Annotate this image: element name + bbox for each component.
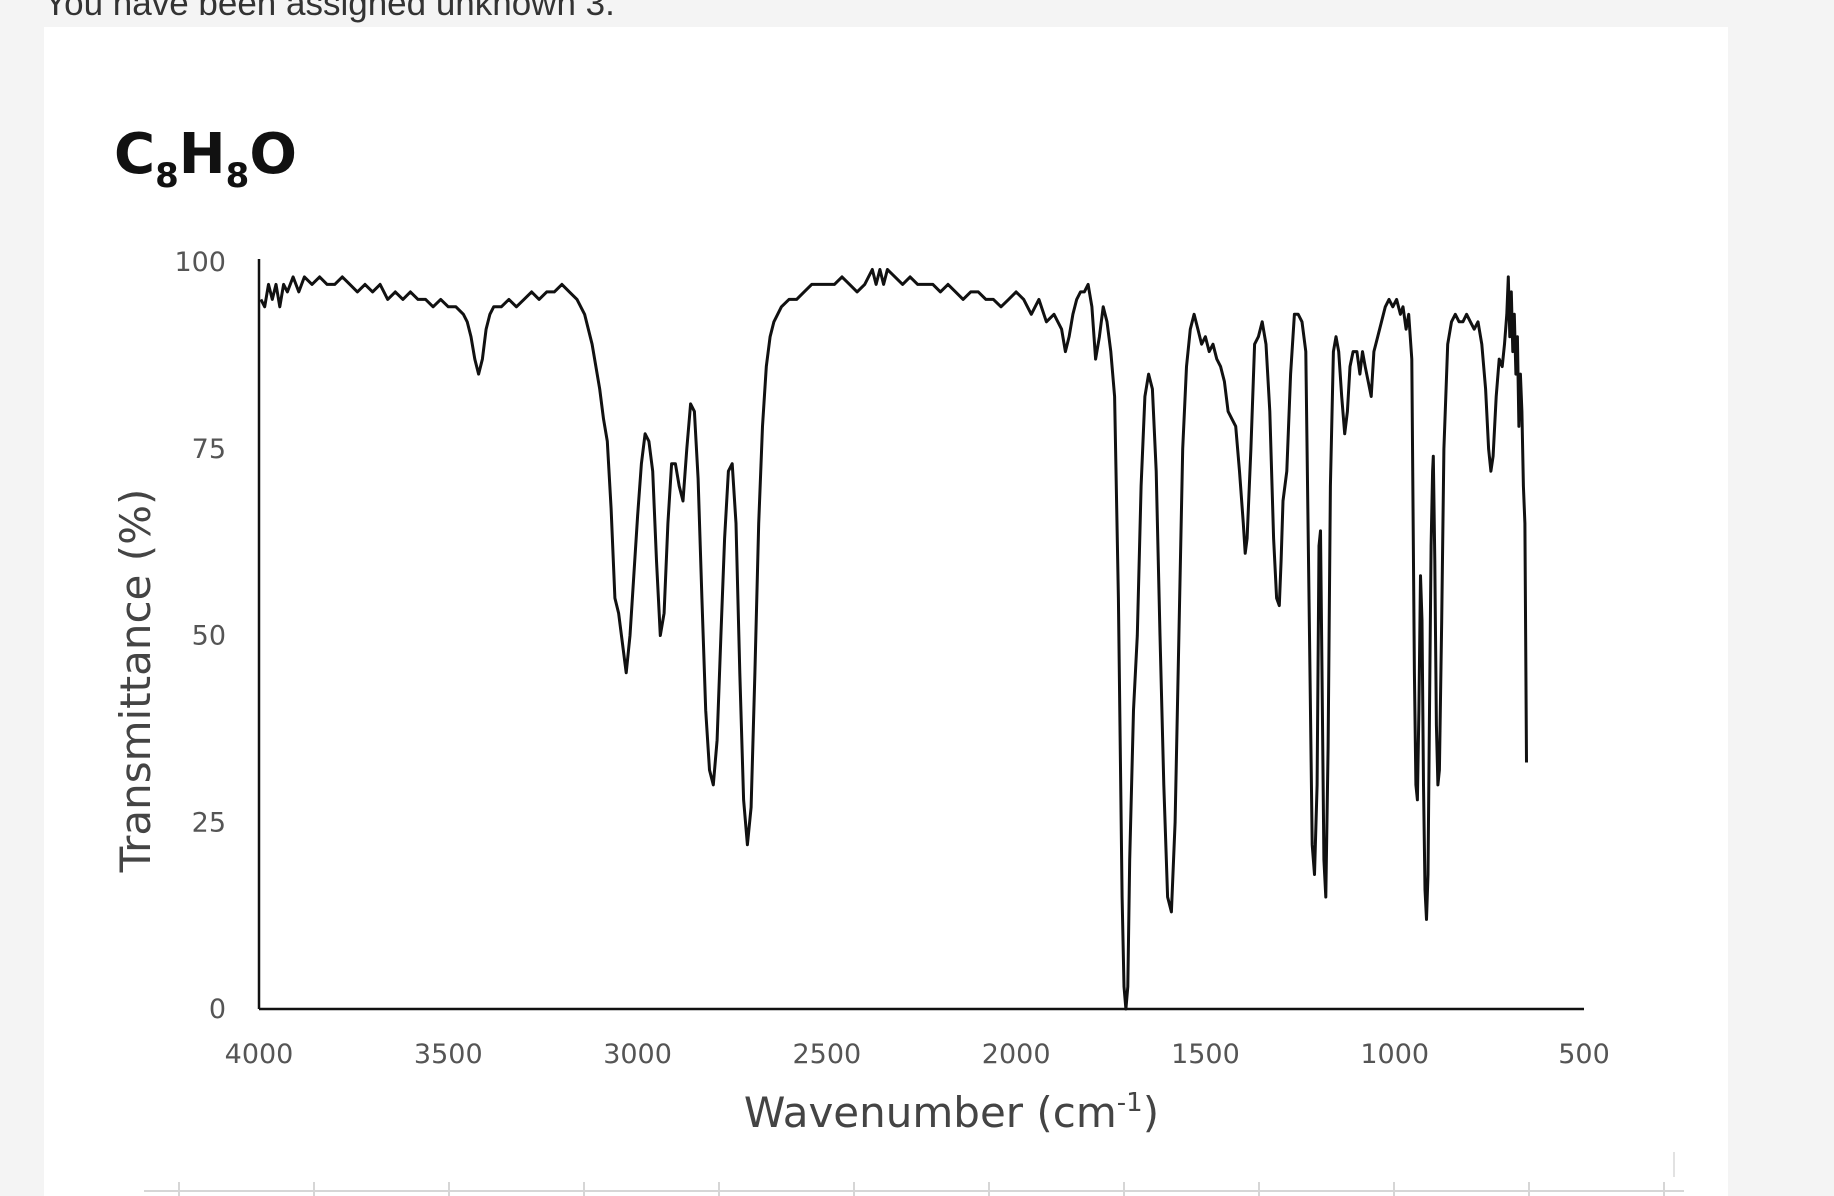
x-tick-label: 2000 <box>982 1039 1051 1070</box>
formula-hydrogen-count: 8 <box>225 156 250 196</box>
formula-carbon: C <box>114 122 156 187</box>
chart-card: C8H8O 4000 3500 3000 2500 2000 1500 1000 500 0 25… <box>44 27 1728 1196</box>
x-axis-title: Wavenumber (cm-1) <box>744 1088 1159 1137</box>
footer-ruler <box>144 1152 1684 1196</box>
x-tick-label: 4000 <box>225 1039 294 1070</box>
y-tick-label: 0 <box>209 994 226 1025</box>
formula-carbon-count: 8 <box>155 156 179 196</box>
assignment-text: You have been assigned unknown 3. <box>44 0 615 23</box>
series-lines <box>259 268 1528 1011</box>
chart-title-formula: C8H8O <box>114 122 297 196</box>
axis-titles: Wavenumber (cm-1) Transmittance (%) <box>111 489 1159 1137</box>
x-tick-label: 1000 <box>1360 1039 1429 1070</box>
ir-spectrum-chart: 4000 3500 3000 2500 2000 1500 1000 500 0 25 50 75 10… <box>111 247 1684 1196</box>
y-tick-label: 100 <box>174 247 226 278</box>
x-tick-label: 500 <box>1558 1039 1610 1070</box>
y-tick-label: 25 <box>192 807 226 838</box>
tick-labels: 4000 3500 3000 2500 2000 1500 1000 500 0 25 50 75 10… <box>174 247 1609 1070</box>
x-tick-label: 1500 <box>1171 1039 1240 1070</box>
formula-hydrogen: H <box>178 122 226 187</box>
y-axis-title: Transmittance (%) <box>111 489 160 874</box>
axes <box>257 259 1584 1011</box>
spectrum-line <box>259 268 1528 1011</box>
y-tick-label: 50 <box>192 621 226 652</box>
x-tick-label: 3500 <box>414 1039 483 1070</box>
x-tick-label: 3000 <box>603 1039 672 1070</box>
formula-oxygen: O <box>249 122 297 187</box>
x-tick-label: 2500 <box>792 1039 861 1070</box>
y-tick-label: 75 <box>192 434 226 465</box>
